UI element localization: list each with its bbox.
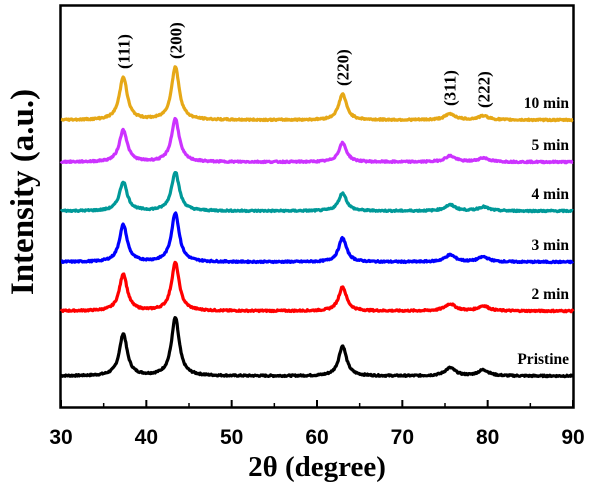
series-line xyxy=(60,65,574,123)
series-label: 5 min xyxy=(532,137,570,154)
x-axis-ticks: 30 40 50 60 70 80 90 xyxy=(49,400,585,449)
peak-label: (222) xyxy=(474,71,493,108)
series-label: 2 min xyxy=(532,286,570,303)
x-axis-title: 2θ (degree) xyxy=(248,451,386,483)
series-label: 3 min xyxy=(532,237,570,254)
peak-label: (111) xyxy=(114,34,133,69)
x-tick-label: 30 xyxy=(49,426,72,449)
series-lines xyxy=(59,65,575,379)
peak-label: (220) xyxy=(334,49,353,86)
x-tick-label: 80 xyxy=(476,426,499,449)
peak-labels: (111) (200) (220) (311) (222) xyxy=(114,22,493,108)
series-label: 4 min xyxy=(532,186,570,203)
series-line xyxy=(60,316,574,379)
y-axis-title: Intensity (a.u.) xyxy=(5,89,41,295)
series-line xyxy=(59,116,574,165)
series-line xyxy=(59,260,575,314)
series-line xyxy=(60,211,575,265)
x-tick-label: 40 xyxy=(135,426,158,449)
series-labels: Pristine 2 min 3 min 4 min 5 min 10 min xyxy=(517,95,569,368)
peak-label: (200) xyxy=(166,22,185,59)
x-tick-label: 50 xyxy=(220,426,243,449)
x-tick-label: 90 xyxy=(561,426,584,449)
x-tick-label: 60 xyxy=(305,426,328,449)
series-label: 10 min xyxy=(524,95,570,112)
series-label: Pristine xyxy=(517,351,569,368)
series-line xyxy=(59,171,574,214)
x-tick-label: 70 xyxy=(391,426,414,449)
peak-label: (311) xyxy=(440,70,459,106)
plot-frame xyxy=(59,4,575,409)
